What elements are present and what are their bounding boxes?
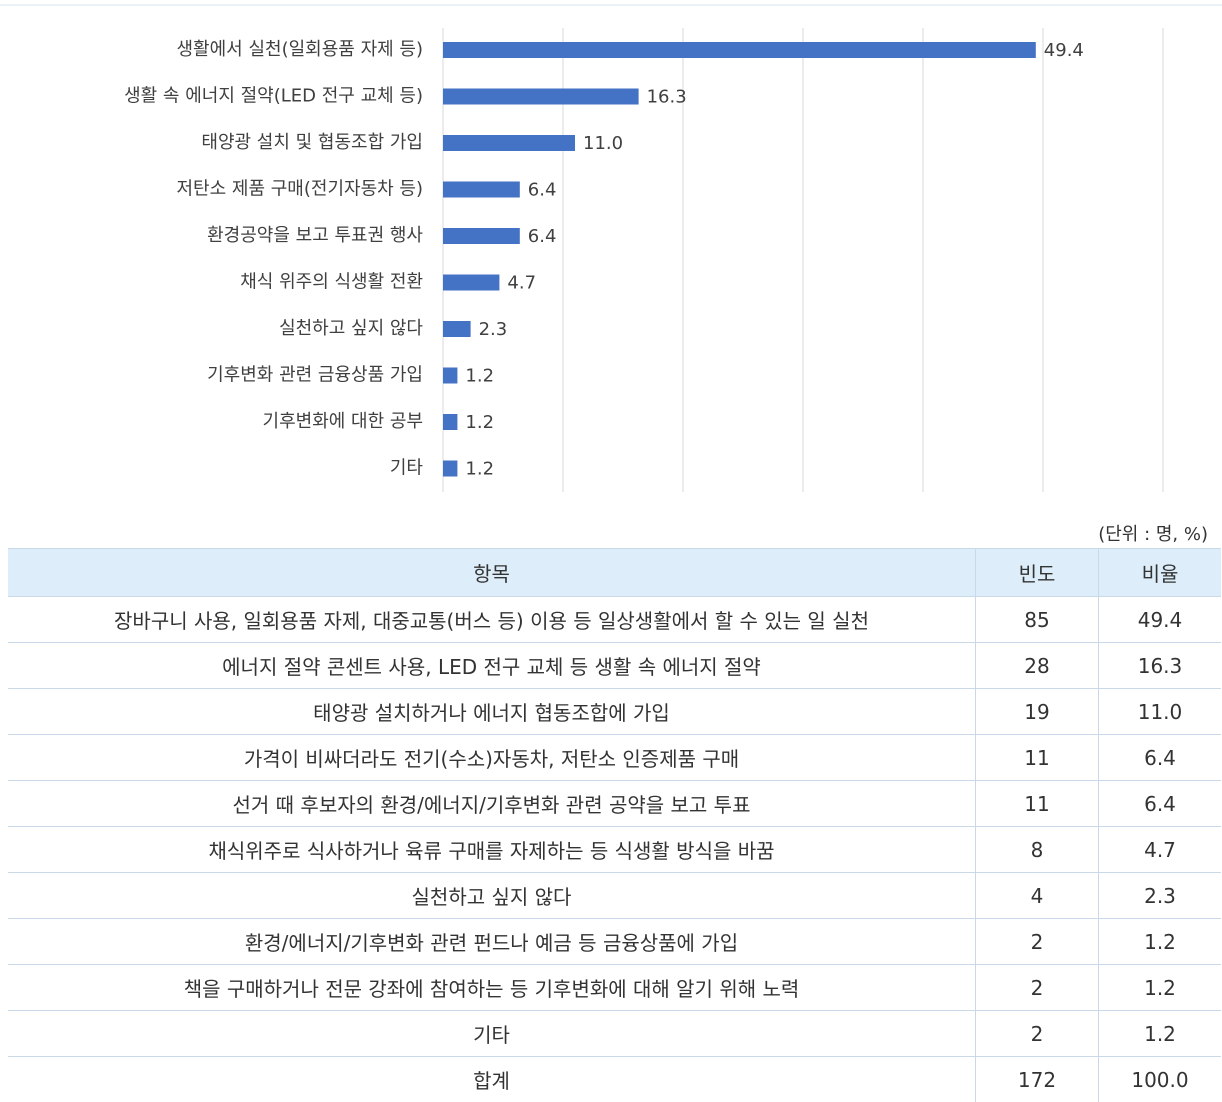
data-label: 4.7 <box>507 273 536 294</box>
table-cell: 172 <box>975 1056 1099 1102</box>
data-label: 16.3 <box>647 87 687 108</box>
category-label: 생활 속 에너지 절약(LED 전구 교체 등) <box>124 86 423 107</box>
data-label: 6.4 <box>528 226 557 247</box>
bar <box>443 88 639 105</box>
table-cell: 6.4 <box>1098 734 1221 781</box>
chart: 생활에서 실천(일회용품 자제 등) 49.4 생활 속 에너지 절약(LED 전구… <box>0 4 1222 492</box>
header-cell: 비율 <box>1098 548 1221 597</box>
unit-note: (단위 : 명, %) <box>1098 524 1208 545</box>
table-cell: 49.4 <box>1098 596 1221 643</box>
table-cell: 11 <box>975 780 1099 827</box>
data-label: 1.2 <box>465 412 494 433</box>
table-row: 채식위주로 식사하거나 육류 구매를 자제하는 등 식생활 방식을 바꿈 8 4.7 <box>8 826 1221 873</box>
table-row: 장바구니 사용, 일회용품 자제, 대중교통(버스 등) 이용 등 일상생활에서… <box>8 596 1221 643</box>
category-label: 기후변화 관련 금융상품 가입 <box>207 365 423 386</box>
bar <box>443 42 1036 58</box>
category-label: 생활에서 실천(일회용품 자제 등) <box>177 39 424 60</box>
table-cell: 8 <box>975 826 1099 873</box>
table-cell: 책을 구매하거나 전문 강좌에 참여하는 등 기후변화에 대해 알기 위해 노력 <box>8 964 976 1011</box>
category-label: 기타 <box>390 458 424 479</box>
table-row: 환경/에너지/기후변화 관련 펀드나 예금 등 금융상품에 가입 2 1.2 <box>8 918 1221 965</box>
table-cell: 4 <box>975 872 1099 919</box>
table-cell: 11 <box>975 734 1099 781</box>
table-cell: 2 <box>975 1010 1099 1057</box>
table-row: 에너지 절약 콘센트 사용, LED 전구 교체 등 생활 속 에너지 절약 28… <box>8 642 1221 689</box>
header-cell: 빈도 <box>975 548 1099 597</box>
table-cell: 실천하고 싶지 않다 <box>8 872 976 919</box>
table-cell: 2.3 <box>1098 872 1221 919</box>
category-label: 기후변화에 대한 공부 <box>263 411 423 432</box>
bar <box>443 228 520 244</box>
bar <box>443 460 458 477</box>
category-label: 저탄소 제품 구매(전기자동차 등) <box>177 179 424 200</box>
table-cell: 태양광 설치하거나 에너지 협동조합에 가입 <box>8 688 976 735</box>
bar <box>443 135 575 151</box>
category-label: 태양광 설치 및 협동조합 가입 <box>201 132 423 153</box>
data-label: 2.3 <box>479 319 508 340</box>
table-cell: 1.2 <box>1098 1010 1221 1057</box>
table-cell: 환경/에너지/기후변화 관련 펀드나 예금 등 금융상품에 가입 <box>8 918 976 965</box>
table-row: 기타 2 1.2 <box>8 1010 1221 1057</box>
table-cell: 1.2 <box>1098 964 1221 1011</box>
table-cell: 100.0 <box>1098 1056 1221 1102</box>
table-cell: 4.7 <box>1098 826 1221 873</box>
table-cell: 채식위주로 식사하거나 육류 구매를 자제하는 등 식생활 방식을 바꿈 <box>8 826 976 873</box>
table-cell: 28 <box>975 642 1099 689</box>
data-label: 49.4 <box>1044 40 1084 61</box>
data-label: 11.0 <box>583 133 623 154</box>
bar <box>443 181 520 198</box>
table-cell: 2 <box>975 918 1099 965</box>
header-cell: 항목 <box>8 548 976 597</box>
data-label: 6.4 <box>528 180 557 201</box>
data-label: 1.2 <box>465 366 494 387</box>
table-row: 태양광 설치하거나 에너지 협동조합에 가입 19 11.0 <box>8 688 1221 735</box>
table-cell: 85 <box>975 596 1099 643</box>
table: 항목 빈도 비율 장바구니 사용, 일회용품 자제, 대중교통(버스 등) 이용 등… <box>8 548 1221 1102</box>
table-cell: 장바구니 사용, 일회용품 자제, 대중교통(버스 등) 이용 등 일상생활에서… <box>8 596 976 643</box>
table-body: 장바구니 사용, 일회용품 자제, 대중교통(버스 등) 이용 등 일상생활에서… <box>8 596 1221 1102</box>
table-row: 실천하고 싶지 않다 4 2.3 <box>8 872 1221 919</box>
table-row: 합계 172 100.0 <box>8 1056 1221 1102</box>
category-label: 실천하고 싶지 않다 <box>279 318 423 339</box>
table-cell: 에너지 절약 콘센트 사용, LED 전구 교체 등 생활 속 에너지 절약 <box>8 642 976 689</box>
table-cell: 6.4 <box>1098 780 1221 827</box>
table-cell: 1.2 <box>1098 918 1221 965</box>
table-cell: 19 <box>975 688 1099 735</box>
table-cell: 가격이 비싸더라도 전기(수소)자동차, 저탄소 인증제품 구매 <box>8 734 976 781</box>
table-cell: 11.0 <box>1098 688 1221 735</box>
bar <box>443 274 500 291</box>
table-cell: 기타 <box>8 1010 976 1057</box>
table-row: 가격이 비싸더라도 전기(수소)자동차, 저탄소 인증제품 구매 11 6.4 <box>8 734 1221 781</box>
bar <box>443 414 458 430</box>
table-row: 선거 때 후보자의 환경/에너지/기후변화 관련 공약을 보고 투표 11 6.4 <box>8 780 1221 827</box>
data-label: 1.2 <box>465 459 494 480</box>
table-cell: 합계 <box>8 1056 976 1102</box>
table-row: 책을 구매하거나 전문 강좌에 참여하는 등 기후변화에 대해 알기 위해 노력… <box>8 964 1221 1011</box>
category-label: 환경공약을 보고 투표권 행사 <box>207 225 423 246</box>
table-cell: 16.3 <box>1098 642 1221 689</box>
header-row: 항목 빈도 비율 <box>8 548 1221 597</box>
bar <box>443 321 471 337</box>
table-cell: 2 <box>975 964 1099 1011</box>
category-label: 채식 위주의 식생활 전환 <box>240 272 423 293</box>
table-cell: 선거 때 후보자의 환경/에너지/기후변화 관련 공약을 보고 투표 <box>8 780 976 827</box>
bar <box>443 367 458 384</box>
